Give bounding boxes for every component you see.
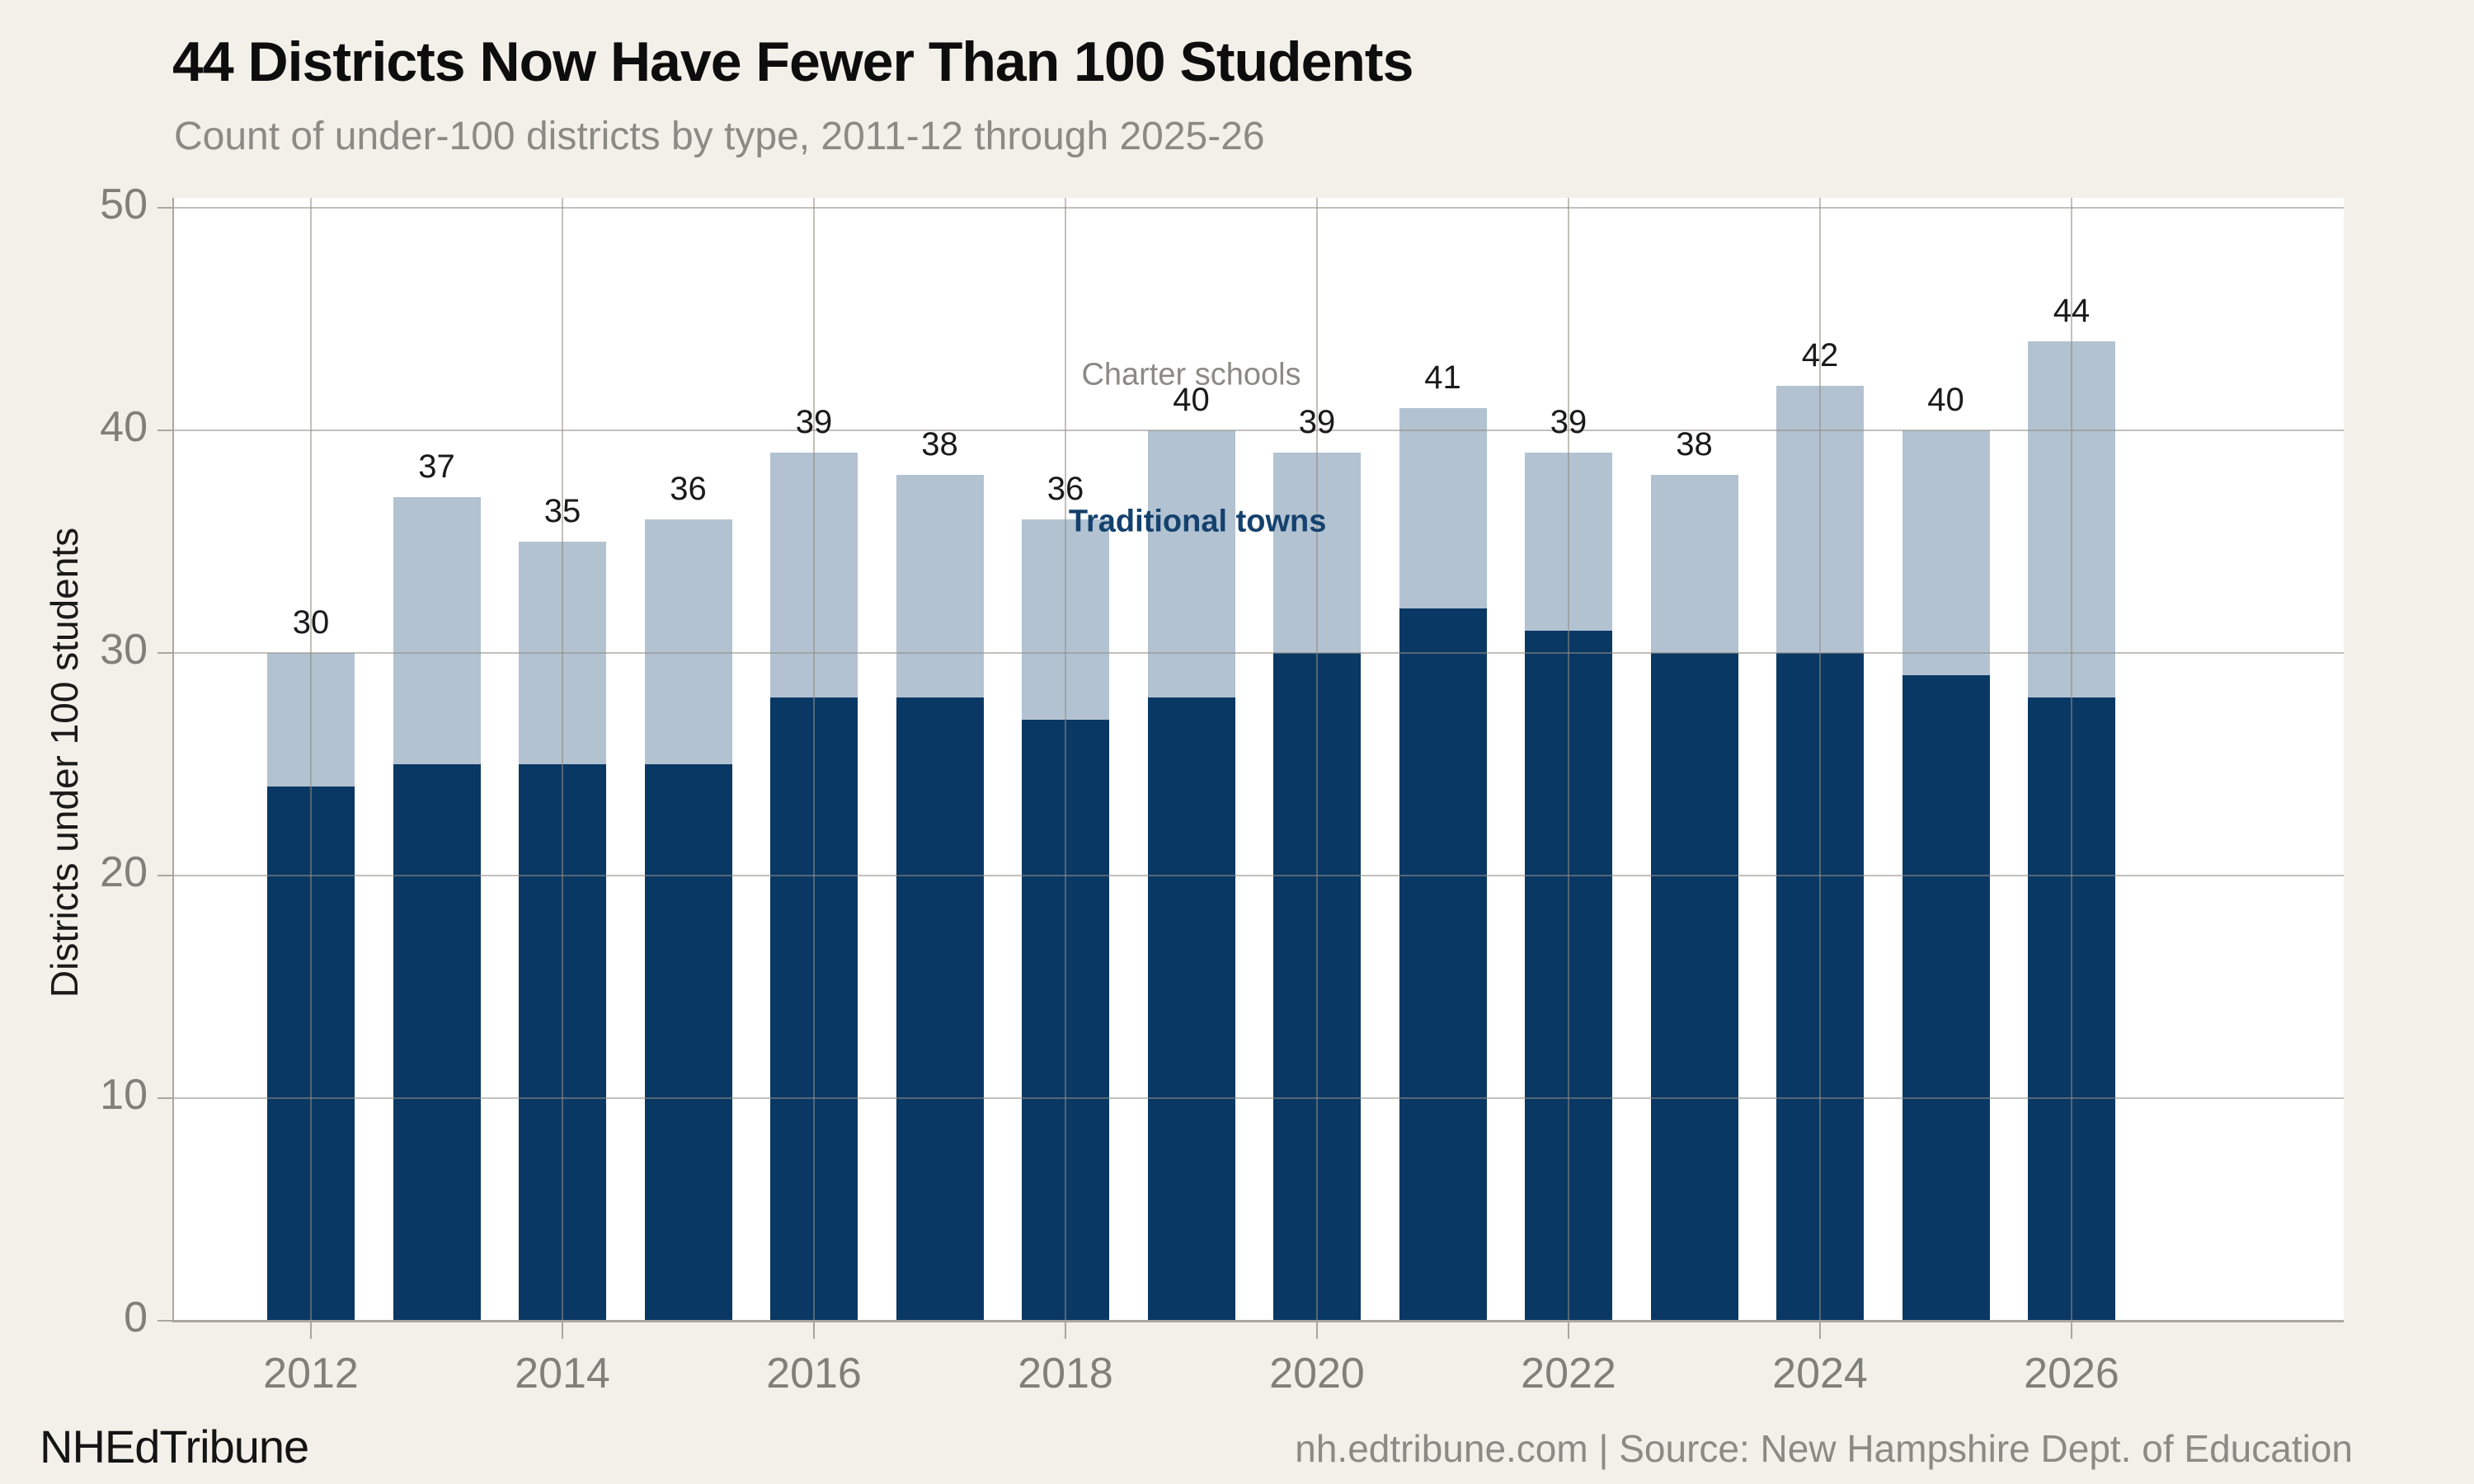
- x-tick-label-2016: 2016: [766, 1350, 862, 1397]
- bar-total-label-2023: 38: [1676, 426, 1713, 463]
- brand-wordmark: NHEdTribune: [40, 1421, 309, 1472]
- x-tick-label-2018: 2018: [1018, 1350, 1113, 1397]
- gridline-y-10: [172, 1097, 2344, 1099]
- bar-2025-traditional: [1902, 675, 1990, 1321]
- x-tick-label-2026: 2026: [2024, 1350, 2119, 1397]
- bar-total-label-2020: 39: [1298, 404, 1336, 440]
- y-tick-30: [158, 652, 172, 654]
- bar-total-label-2025: 40: [1927, 382, 1964, 418]
- y-tick-label-0: 0: [124, 1294, 148, 1341]
- gridline-x-2024: [1819, 198, 1821, 1321]
- y-tick-label-40: 40: [100, 403, 148, 451]
- x-tick-2026: [2071, 1322, 2072, 1339]
- y-tick-label-30: 30: [100, 626, 148, 674]
- x-tick-2016: [813, 1322, 815, 1339]
- gridline-x-2018: [1065, 198, 1066, 1321]
- gridline-y-50: [172, 207, 2344, 209]
- x-tick-label-2022: 2022: [1521, 1350, 1616, 1397]
- bar-2017-traditional: [896, 697, 984, 1321]
- y-tick-10: [158, 1097, 172, 1099]
- bar-total-label-2012: 30: [292, 604, 330, 641]
- chart-subtitle: Count of under-100 districts by type, 20…: [174, 115, 1265, 158]
- x-tick-2014: [562, 1322, 563, 1339]
- bar-2013-traditional: [393, 764, 481, 1321]
- x-tick-label-2012: 2012: [263, 1350, 359, 1397]
- bar-2015-charter: [644, 519, 732, 764]
- source-attribution: nh.edtribune.com | Source: New Hampshire…: [1295, 1427, 2353, 1470]
- x-tick-2018: [1065, 1322, 1066, 1339]
- gridline-y-20: [172, 875, 2344, 876]
- bar-total-label-2018: 36: [1047, 471, 1084, 507]
- gridline-x-2016: [813, 198, 815, 1321]
- bar-total-label-2017: 38: [921, 426, 958, 463]
- y-axis-title: Districts under 100 students: [43, 527, 86, 998]
- gridline-y-40: [172, 430, 2344, 431]
- x-tick-label-2024: 2024: [1772, 1350, 1868, 1397]
- y-axis-line: [172, 198, 174, 1321]
- bar-total-label-2013: 37: [418, 448, 455, 485]
- bar-2013-charter: [393, 497, 481, 764]
- y-tick-40: [158, 430, 172, 431]
- bar-2021-charter: [1399, 408, 1487, 608]
- y-tick-label-10: 10: [100, 1071, 148, 1119]
- x-tick-2020: [1316, 1322, 1318, 1339]
- bar-2019-traditional: [1147, 697, 1235, 1321]
- chart-title: 44 Districts Now Have Fewer Than 100 Stu…: [172, 31, 1413, 93]
- x-tick-2012: [310, 1322, 312, 1339]
- bar-total-label-2019: 40: [1173, 382, 1210, 418]
- x-tick-label-2020: 2020: [1269, 1350, 1365, 1397]
- x-tick-2022: [1568, 1322, 1569, 1339]
- gridline-x-2022: [1568, 198, 1569, 1321]
- x-tick-label-2014: 2014: [515, 1350, 610, 1397]
- bar-total-label-2021: 41: [1424, 359, 1461, 396]
- bar-2019-charter: [1147, 430, 1235, 697]
- series-label-traditional: Traditional towns: [1068, 504, 1327, 539]
- bar-total-label-2015: 36: [670, 471, 707, 507]
- bar-2015-traditional: [644, 764, 732, 1321]
- bar-2017-charter: [896, 475, 984, 697]
- gridline-x-2014: [562, 198, 563, 1321]
- bar-total-label-2026: 44: [2053, 293, 2091, 329]
- x-tick-2024: [1819, 1322, 1821, 1339]
- plot-area: 30 37 35 36 39 38 36 40 39 41 39 38 42 40 44 0 10 20 30 40 5…: [100, 181, 2344, 1397]
- bar-total-label-2014: 35: [543, 493, 581, 529]
- gridline-x-2012: [310, 198, 312, 1321]
- bar-total-label-2024: 42: [1801, 337, 1839, 373]
- y-tick-label-50: 50: [100, 181, 148, 228]
- gridline-x-2026: [2071, 198, 2072, 1321]
- bar-2021-traditional: [1399, 608, 1487, 1321]
- y-tick-0: [158, 1320, 172, 1322]
- bar-2025-charter: [1902, 430, 1990, 675]
- y-tick-50: [158, 207, 172, 209]
- bar-2023-traditional: [1650, 653, 1738, 1321]
- bar-2023-charter: [1650, 475, 1738, 653]
- gridline-y-30: [172, 652, 2344, 654]
- y-tick-label-20: 20: [100, 848, 148, 896]
- bar-total-label-2016: 39: [795, 404, 833, 440]
- x-axis-line: [172, 1320, 2344, 1322]
- series-label-charter: Charter schools: [1081, 357, 1301, 392]
- bar-total-label-2022: 39: [1550, 404, 1587, 440]
- gridline-x-2020: [1316, 198, 1318, 1321]
- y-tick-20: [158, 875, 172, 876]
